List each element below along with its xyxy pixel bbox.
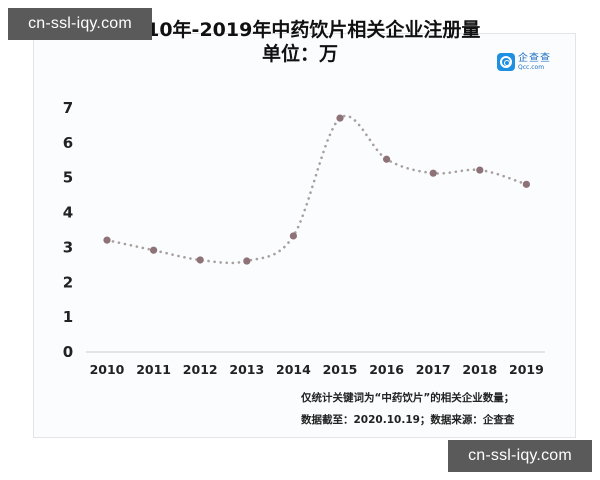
x-tick-label: 2012: [183, 362, 218, 377]
data-point: [243, 257, 251, 265]
logo-name-cn: 企查查: [518, 52, 551, 64]
footnote-scope: 仅统计关键词为“中药饮片”的相关企业数量；: [301, 392, 515, 404]
watermark-bottom: cn-ssl-iqy.com: [448, 440, 592, 472]
x-axis: 2010 2011 2012 2013 2014 2015 2016 2017 2018 2019: [90, 362, 544, 377]
chart-title-line1: 2010年-2019年中药饮片相关企业注册量: [119, 19, 481, 41]
y-tick-label: 3: [63, 238, 73, 256]
y-tick-label: 2: [63, 273, 73, 291]
x-tick-label: 2013: [229, 362, 264, 377]
y-tick-label: 6: [63, 134, 73, 152]
x-tick-label: 2016: [369, 362, 404, 377]
data-points: [103, 114, 531, 265]
y-axis: 0 1 2 3 4 5 6 7: [63, 99, 73, 361]
data-point: [196, 256, 204, 264]
y-tick-label: 7: [63, 99, 73, 117]
series-line: [105, 114, 528, 265]
y-tick-label: 5: [63, 169, 73, 187]
data-point: [289, 232, 297, 240]
logo-name-en: Qcc.com: [518, 63, 545, 71]
y-tick-label: 1: [63, 308, 73, 326]
data-point: [150, 246, 158, 254]
data-point: [476, 166, 484, 174]
x-tick-label: 2018: [462, 362, 497, 377]
x-tick-label: 2015: [323, 362, 358, 377]
data-point: [429, 169, 437, 177]
x-tick-label: 2011: [136, 362, 171, 377]
data-point: [383, 155, 391, 163]
data-point: [522, 180, 531, 188]
y-tick-label: 4: [63, 204, 73, 222]
x-tick-label: 2019: [509, 362, 544, 377]
qcc-logo-icon: [497, 53, 515, 71]
chart-card: [33, 33, 576, 438]
x-tick-label: 2017: [416, 362, 451, 377]
watermark-top: cn-ssl-iqy.com: [8, 8, 152, 40]
x-tick-label: 2014: [276, 362, 311, 377]
chart-unit-label: 单位：万: [261, 43, 338, 65]
qcc-logo: 企查查 Qcc.com: [497, 51, 561, 73]
y-tick-label: 0: [63, 343, 73, 361]
data-point: [103, 236, 111, 244]
data-point: [336, 114, 344, 122]
x-tick-label: 2010: [90, 362, 125, 377]
footnote-source: 数据截至：2020.10.19；数据来源：企查查: [301, 414, 515, 426]
